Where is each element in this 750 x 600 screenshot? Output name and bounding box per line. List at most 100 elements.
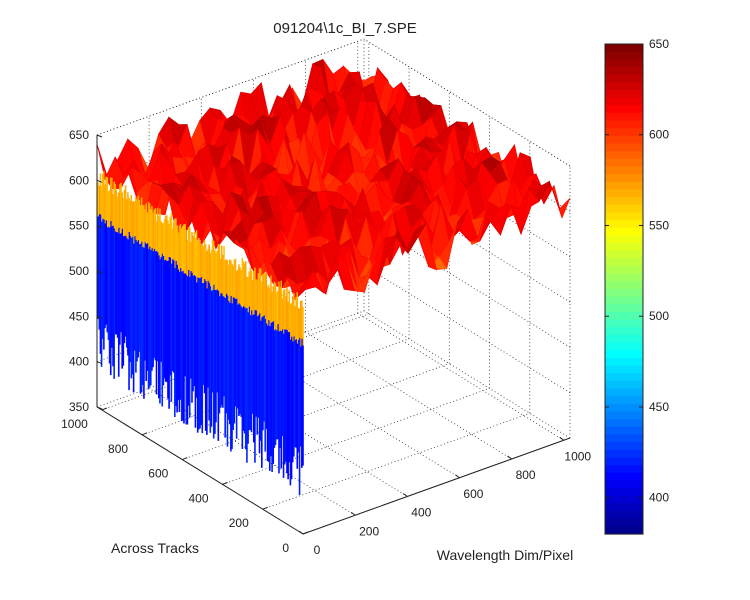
colorbar-swatch xyxy=(605,296,643,305)
colorbar-swatch xyxy=(605,480,643,489)
x-tick-label: 200 xyxy=(359,524,379,538)
z-tick xyxy=(96,361,103,365)
z-tick-label: 550 xyxy=(69,219,89,233)
colorbar-swatch xyxy=(605,135,643,145)
colorbar-swatch xyxy=(605,342,643,351)
colorbar-swatch xyxy=(605,158,643,168)
x-tick-label: 0 xyxy=(314,543,321,557)
y-tick-label: 600 xyxy=(148,467,168,481)
x-tick-label: 400 xyxy=(411,506,431,520)
x-tick xyxy=(298,530,304,535)
y-axis-label: Across Tracks xyxy=(111,540,199,556)
colorbar-swatch xyxy=(605,258,643,267)
colorbar-swatch xyxy=(605,44,643,53)
colorbar-swatch xyxy=(605,66,643,76)
sidewall-gridline xyxy=(363,310,571,439)
colorbar-tick-label: 400 xyxy=(649,491,669,505)
colorbar-tick-label: 600 xyxy=(649,128,669,142)
x-tick xyxy=(455,474,460,479)
colorbar-swatch xyxy=(605,449,643,459)
x-axis-line xyxy=(302,437,571,535)
colorbar-swatch xyxy=(605,174,643,183)
colorbar-swatch xyxy=(605,526,643,535)
colorbar-swatch xyxy=(605,380,643,390)
colorbar-swatch xyxy=(605,419,643,428)
z-tick xyxy=(96,179,103,183)
y-tick xyxy=(262,506,268,510)
colorbar-swatch xyxy=(605,189,643,198)
y-tick-label: 200 xyxy=(229,516,249,530)
z-tick-label: 350 xyxy=(69,400,89,414)
surface-mesh xyxy=(96,58,571,495)
colorbar-tick-label: 500 xyxy=(649,309,669,323)
y-tick-label: 800 xyxy=(108,442,128,456)
colorbar-swatch xyxy=(605,350,643,359)
y-tick xyxy=(302,531,309,535)
z-tick-label: 600 xyxy=(69,173,89,187)
colorbar-swatch xyxy=(605,503,643,512)
tick-labels: 0 200 400 600 800 1000 0 200 400 600 800 1000 350 400… xyxy=(61,128,591,557)
colorbar-swatch xyxy=(605,304,643,313)
colorbar-swatch xyxy=(605,289,643,298)
z-tick-label: 450 xyxy=(69,309,89,323)
colorbar-swatch xyxy=(605,112,643,122)
colorbar-swatch xyxy=(605,105,643,114)
colorbar-frame xyxy=(604,43,644,535)
colorbar-swatch xyxy=(605,434,643,443)
colorbar-swatch xyxy=(605,97,643,106)
colorbar-swatch xyxy=(605,220,643,229)
y-axis-line xyxy=(96,406,304,535)
colorbar-swatch xyxy=(605,51,643,60)
z-tick xyxy=(96,406,103,410)
x-tick xyxy=(507,455,512,460)
colorbar-swatch xyxy=(605,197,643,206)
colorbar-swatch xyxy=(605,243,643,252)
colorbar-swatch xyxy=(605,365,643,374)
z-tick xyxy=(96,225,103,229)
axis-lines xyxy=(96,134,571,535)
colorbar-swatch xyxy=(605,511,643,520)
colorbar-swatch xyxy=(605,250,643,259)
x-tick-label: 600 xyxy=(463,487,483,501)
z-tick xyxy=(96,315,103,319)
colorbar-swatch xyxy=(605,74,643,83)
colorbar-swatch xyxy=(605,311,643,321)
colorbar-swatch xyxy=(605,204,643,214)
y-tick-label: 400 xyxy=(189,491,209,505)
x-axis-label: Wavelength Dim/Pixel xyxy=(437,547,573,563)
x-tick xyxy=(350,511,356,516)
colorbar-swatch xyxy=(605,273,643,282)
y-tick-label: 1000 xyxy=(61,417,88,431)
colorbar-swatch xyxy=(605,442,643,451)
colorbar-swatch xyxy=(605,120,643,129)
colorbar-swatch xyxy=(605,518,643,527)
colorbar-swatch xyxy=(605,403,643,413)
colorbar-swatch xyxy=(605,488,643,497)
x-tick-label: 800 xyxy=(516,468,536,482)
floor-gridline xyxy=(357,312,564,441)
chart-title: 091204\1c_BI_7.SPE xyxy=(273,20,416,37)
y-tick xyxy=(101,407,108,411)
colorbar-swatch xyxy=(605,334,643,344)
colorbar-swatch xyxy=(605,495,643,504)
z-tick-label: 650 xyxy=(69,128,89,142)
colorbar: 400 450 500 550 600 650 xyxy=(604,37,669,535)
colorbar-swatch xyxy=(605,82,643,91)
sidewall-gridline xyxy=(363,265,571,394)
colorbar-swatch xyxy=(605,319,643,328)
colorbar-swatch xyxy=(605,426,643,436)
colorbar-swatch xyxy=(605,166,643,175)
colorbar-tick-label: 450 xyxy=(649,400,669,414)
y-tick xyxy=(141,432,148,436)
colorbar-swatch xyxy=(605,151,643,160)
x-tick xyxy=(559,436,565,441)
colorbar-swatch xyxy=(605,373,643,382)
colorbar-swatch xyxy=(605,396,643,405)
colorbar-swatch xyxy=(605,357,643,367)
z-tick xyxy=(96,134,103,138)
colorbar-swatch xyxy=(605,235,643,244)
z-tick-label: 400 xyxy=(69,355,89,369)
y-tick-label: 0 xyxy=(282,541,289,555)
colorbar-swatch xyxy=(605,128,643,137)
